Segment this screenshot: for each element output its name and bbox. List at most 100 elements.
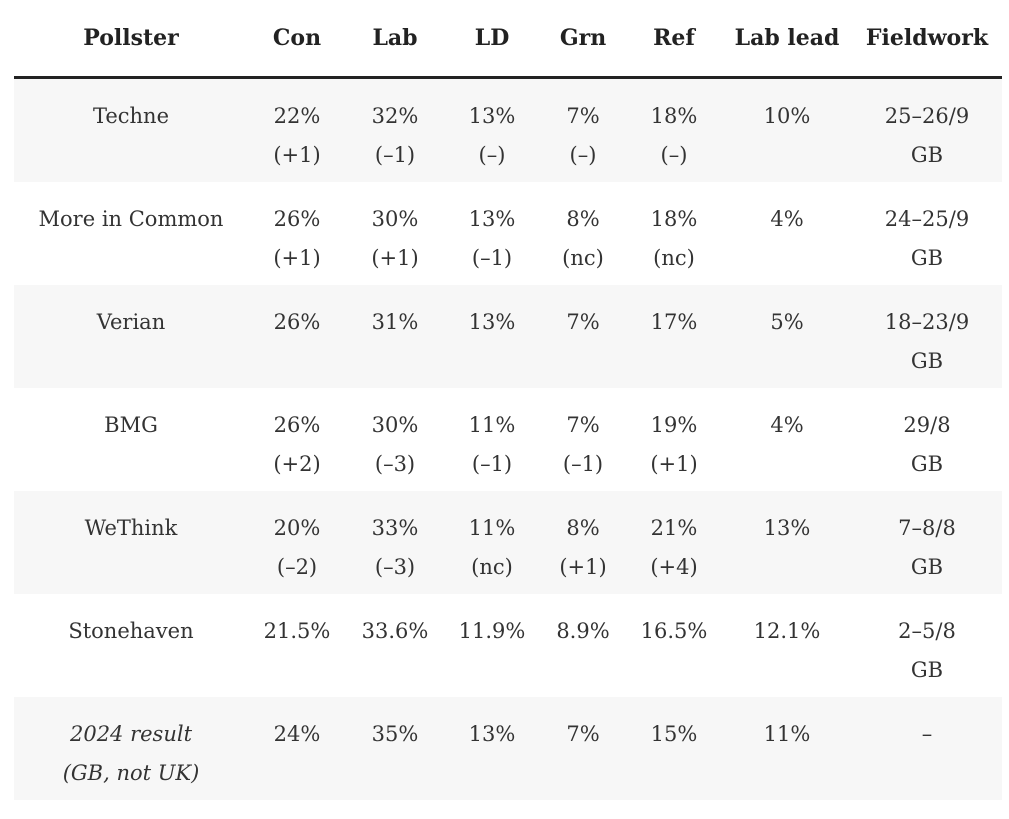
con-cell-line: (–2) — [276, 555, 318, 579]
ld-cell-line: 13% — [468, 722, 516, 746]
fieldwork-cell-line: GB — [910, 246, 944, 270]
pollster-cell: 2024 result (GB, not UK) — [14, 697, 248, 800]
lab-lead-cell: 4% — [722, 182, 852, 285]
grn-cell: 7% (–1) — [540, 388, 626, 491]
ld-cell-line: (–) — [478, 143, 506, 167]
ref-cell-line: (+4) — [650, 555, 698, 579]
ld-cell: 13% — [444, 285, 540, 388]
ld-cell: 13% — [444, 697, 540, 800]
pollster-cell: Verian — [14, 285, 248, 388]
fieldwork-cell-line: 2–5/8 — [898, 619, 956, 643]
header-con: Con — [248, 0, 346, 79]
fieldwork-cell-line: GB — [910, 658, 944, 682]
pollster-cell-line: Verian — [96, 310, 166, 334]
ref-cell-line: 16.5% — [640, 619, 708, 643]
header-fieldwork: Fieldwork — [852, 0, 1002, 79]
grn-cell: 7% — [540, 285, 626, 388]
lab-cell: 33% (–3) — [346, 491, 444, 594]
con-cell-line: 24% — [273, 722, 321, 746]
fieldwork-cell: 24–25/9 GB — [852, 182, 1002, 285]
fieldwork-cell-line: GB — [910, 452, 944, 476]
con-cell-line: (+2) — [273, 452, 321, 476]
ld-cell: 11% (–1) — [444, 388, 540, 491]
table-body: Techne 22% (+1) 32% (–1) 13% (–) 7% (–) 18% (–) 10%… — [14, 77, 1002, 800]
ref-cell-line: 18% — [650, 207, 698, 231]
con-cell: 26% (+1) — [248, 182, 346, 285]
ref-cell-line: 19% — [650, 413, 698, 437]
con-cell-line: 21.5% — [263, 619, 331, 643]
lab-lead-cell-value: 4% — [770, 413, 804, 437]
ld-cell-line: 11% — [468, 413, 516, 437]
con-cell: 24% — [248, 697, 346, 800]
ref-cell-line: (–) — [660, 143, 688, 167]
ref-cell-line: 15% — [650, 722, 698, 746]
lab-lead-cell-value: 12.1% — [753, 619, 821, 643]
pollster-cell-line: More in Common — [38, 207, 224, 231]
lab-cell: 33.6% — [346, 594, 444, 697]
poll-table: Pollster Con Lab LD Grn Ref Lab lead Fie… — [14, 0, 1002, 800]
pollster-cell-line: (GB, not UK) — [62, 761, 200, 785]
grn-cell: 8% (nc) — [540, 182, 626, 285]
grn-cell-line: (–1) — [562, 452, 604, 476]
ref-cell: 16.5% — [626, 594, 722, 697]
grn-cell-line: 8% — [566, 207, 600, 231]
grn-cell: 8.9% — [540, 594, 626, 697]
pollster-cell-line: Stonehaven — [68, 619, 194, 643]
fieldwork-cell-line: GB — [910, 143, 944, 167]
ref-cell: 17% — [626, 285, 722, 388]
header-grn: Grn — [540, 0, 626, 79]
header-lab-lead: Lab lead — [722, 0, 852, 79]
lab-lead-cell: 4% — [722, 388, 852, 491]
grn-cell-line: 7% — [566, 310, 600, 334]
ld-cell-line: (nc) — [471, 555, 513, 579]
grn-cell-line: 7% — [566, 413, 600, 437]
ld-cell: 11% (nc) — [444, 491, 540, 594]
lab-cell-line: (–3) — [374, 452, 416, 476]
ld-cell: 13% (–) — [444, 77, 540, 182]
lab-lead-cell-value: 10% — [763, 104, 811, 128]
fieldwork-cell-line: 25–26/9 — [884, 104, 970, 128]
fieldwork-cell-line: 7–8/8 — [898, 516, 956, 540]
ld-cell-line: 13% — [468, 207, 516, 231]
con-cell: 26% — [248, 285, 346, 388]
lab-cell: 30% (–3) — [346, 388, 444, 491]
grn-cell-line: (+1) — [559, 555, 607, 579]
lab-cell: 35% — [346, 697, 444, 800]
lab-cell-line: 30% — [371, 207, 419, 231]
ld-cell-line: 13% — [468, 310, 516, 334]
lab-cell: 32% (–1) — [346, 77, 444, 182]
lab-lead-cell-value: 4% — [770, 207, 804, 231]
lab-lead-cell: 12.1% — [722, 594, 852, 697]
lab-cell: 31% — [346, 285, 444, 388]
fieldwork-cell-line: GB — [910, 349, 944, 373]
con-cell-line: 26% — [273, 413, 321, 437]
ld-cell: 11.9% — [444, 594, 540, 697]
lab-cell-line: (+1) — [371, 246, 419, 270]
lab-cell-line: 30% — [371, 413, 419, 437]
grn-cell-line: (nc) — [562, 246, 604, 270]
con-cell: 26% (+2) — [248, 388, 346, 491]
table-row: Stonehaven 21.5% 33.6% 11.9% 8.9% 16.5% 12.1% 2… — [14, 594, 1002, 697]
fieldwork-cell-line: 24–25/9 — [884, 207, 970, 231]
fieldwork-cell-line: 29/8 — [903, 413, 951, 437]
ref-cell-line: 18% — [650, 104, 698, 128]
fieldwork-cell: – — [852, 697, 1002, 800]
grn-cell-line: 8.9% — [556, 619, 610, 643]
con-cell: 21.5% — [248, 594, 346, 697]
lab-cell-line: 32% — [371, 104, 419, 128]
lab-cell-line: 33.6% — [361, 619, 429, 643]
con-cell-line: 22% — [273, 104, 321, 128]
ref-cell-line: (nc) — [653, 246, 695, 270]
fieldwork-cell: 25–26/9 GB — [852, 77, 1002, 182]
pollster-cell: More in Common — [14, 182, 248, 285]
lab-cell-line: 31% — [371, 310, 419, 334]
ref-cell: 18% (–) — [626, 77, 722, 182]
header-row: Pollster Con Lab LD Grn Ref Lab lead Fie… — [14, 0, 1002, 79]
lab-lead-cell: 13% — [722, 491, 852, 594]
header-ld: LD — [444, 0, 540, 79]
fieldwork-cell-line: GB — [910, 555, 944, 579]
con-cell-line: 20% — [273, 516, 321, 540]
fieldwork-cell: 29/8 GB — [852, 388, 1002, 491]
pollster-cell-line: WeThink — [84, 516, 178, 540]
lab-lead-cell: 10% — [722, 77, 852, 182]
